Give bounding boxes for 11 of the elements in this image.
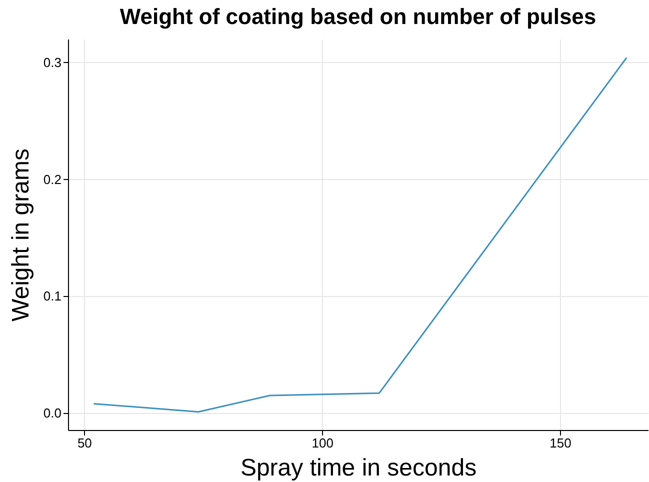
y-tick-label: 0.1: [43, 288, 62, 304]
y-tick-label: 0.2: [43, 172, 62, 187]
y-tick-label: 0.3: [43, 54, 62, 70]
y-axis-title: Weight in grams: [7, 148, 34, 322]
x-tick-label: 100: [312, 436, 334, 450]
chart-title: Weight of coating based on number of pulses: [120, 4, 596, 29]
x-tick-label: 50: [77, 436, 92, 450]
line-series: [92, 56, 628, 413]
x-tick-label: 150: [550, 436, 572, 450]
y-tick-label: 0.0: [43, 406, 62, 421]
x-axis-title: Spray time in seconds: [240, 454, 477, 482]
